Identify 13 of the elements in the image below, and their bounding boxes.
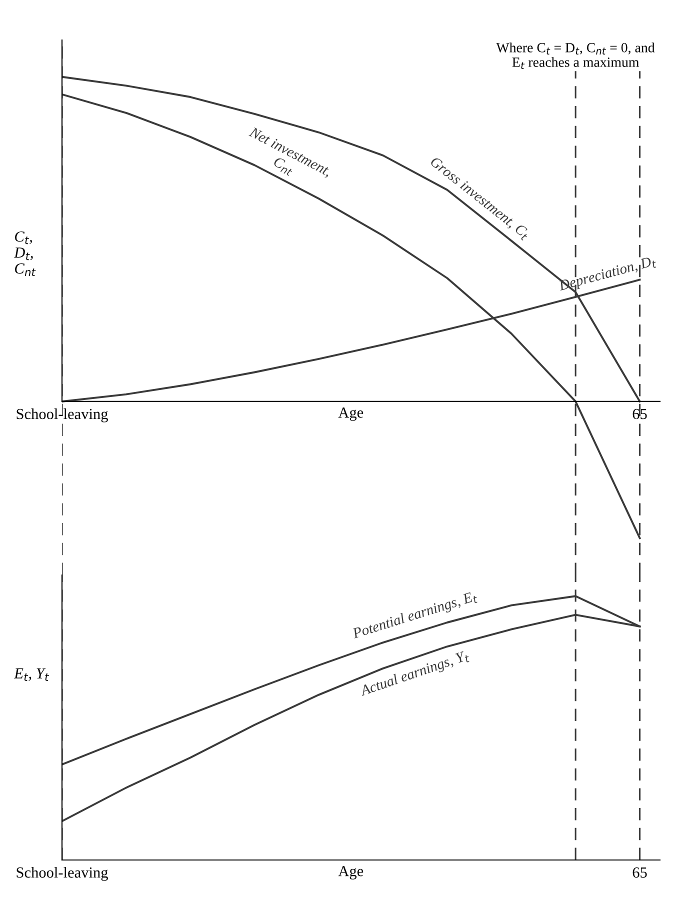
x-axis-title: Age xyxy=(338,866,364,880)
text: Gross investment, C$_{t}$ xyxy=(428,156,532,242)
text: Where C$_{t}$ = D$_{t}$, C$_{nt}$ = 0, and E$_{t}$ reaches a maximum xyxy=(496,42,655,70)
x-axis-title: Age xyxy=(338,407,364,421)
text: Potential earnings, E$_{t}$ xyxy=(351,590,478,642)
x-tick-label: School-leaving xyxy=(16,408,108,422)
text: Depreciation, D$_{t}$ xyxy=(558,255,658,294)
x-tick-label: 65 xyxy=(632,408,647,420)
y-axis-title: E$_{t}$, Y$_{t}$ xyxy=(14,668,50,681)
text: Actual earnings, Y$_{t}$ xyxy=(358,650,470,699)
x-tick-label: School-leaving xyxy=(16,866,108,881)
y-axis-title: C$_{t}$, D$_{t}$, C$_{nt}$ xyxy=(14,231,36,276)
x-tick-label: 65 xyxy=(632,867,647,878)
